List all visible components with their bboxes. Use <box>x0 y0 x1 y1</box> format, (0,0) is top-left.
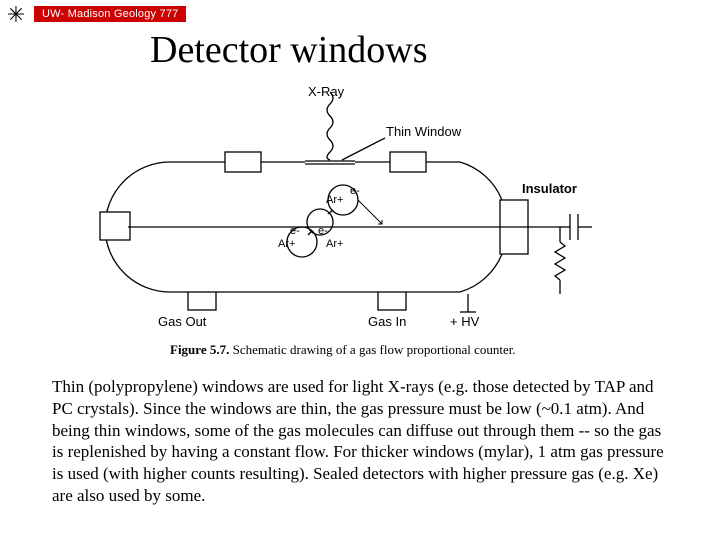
label-ar3: Ar+ <box>326 238 343 250</box>
label-e3: e- <box>318 225 328 237</box>
institution-icon: ✳︎ <box>2 2 30 28</box>
label-e2: e- <box>290 225 300 237</box>
label-insulator: Insulator <box>522 181 577 196</box>
label-gas-out: Gas Out <box>158 314 206 329</box>
label-xray: X-Ray <box>308 84 344 99</box>
detector-figure: X-Ray Thin Window Insulator Gas Out Gas … <box>130 82 600 362</box>
course-badge-label: UW- Madison Geology 777 <box>42 8 178 20</box>
label-ar2: Ar+ <box>278 238 295 250</box>
label-gas-in: Gas In <box>368 314 406 329</box>
slide-page: ✳︎ UW- Madison Geology 777 Detector wind… <box>0 0 720 540</box>
explanation-paragraph: Thin (polypropylene) windows are used fo… <box>52 376 668 507</box>
label-ar1: Ar+ <box>326 194 343 206</box>
figure-caption: Figure 5.7. Schematic drawing of a gas f… <box>170 342 516 358</box>
label-e1: e- <box>350 185 360 197</box>
label-thin-window: Thin Window <box>386 124 461 139</box>
page-title: Detector windows <box>150 28 428 72</box>
figure-caption-text: Schematic drawing of a gas flow proporti… <box>229 342 515 357</box>
course-badge: UW- Madison Geology 777 <box>34 6 186 22</box>
figure-caption-number: Figure 5.7. <box>170 342 229 357</box>
detector-svg <box>130 82 600 337</box>
label-hv: + HV <box>450 314 479 329</box>
